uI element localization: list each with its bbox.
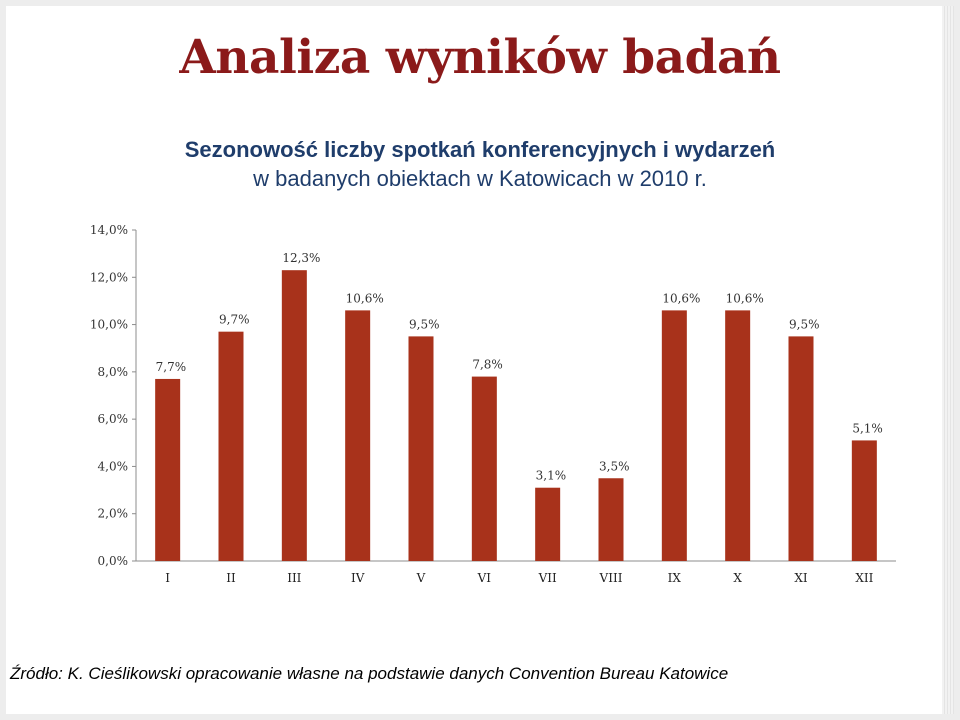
bar — [281, 270, 307, 561]
source-note: Źródło: K. Cieślikowski opracowanie włas… — [10, 664, 729, 683]
y-tick-label: 12,0% — [90, 270, 128, 284]
data-label: 12,3% — [282, 251, 320, 265]
bar — [535, 487, 561, 561]
y-tick-label: 8,0% — [98, 365, 129, 379]
bar — [661, 310, 687, 561]
x-tick-label: VI — [477, 571, 492, 585]
x-tick-label: III — [287, 571, 301, 585]
chart-title-line1: Sezonowość liczby spotkań konferencyjnyc… — [184, 137, 776, 162]
x-tick-label: VIII — [599, 571, 623, 585]
bar — [788, 336, 814, 561]
bar — [345, 310, 371, 561]
data-label: 9,5% — [789, 317, 820, 331]
y-tick-label: 10,0% — [90, 318, 128, 332]
bar — [598, 478, 624, 561]
chart-title-line2: w badanych obiektach w Katowicach w 2010… — [253, 166, 707, 191]
bar — [155, 378, 181, 561]
data-label: 3,1% — [536, 469, 567, 483]
x-tick-label: II — [226, 571, 236, 585]
bar — [408, 336, 434, 561]
slide: Analiza wyników badań Sezonowość liczby … — [6, 6, 954, 714]
bar — [851, 440, 877, 561]
x-tick-label: XII — [855, 571, 873, 585]
y-tick-label: 2,0% — [98, 507, 129, 521]
bar — [471, 376, 497, 561]
data-label: 7,7% — [156, 360, 187, 374]
data-label: 10,6% — [346, 291, 384, 305]
y-tick-label: 0,0% — [98, 554, 129, 568]
x-tick-label: IV — [351, 571, 365, 585]
x-tick-label: VII — [538, 571, 557, 585]
data-label: 10,6% — [662, 291, 700, 305]
data-label: 10,6% — [726, 291, 764, 305]
bar-chart: 0,0% 2,0% 4,0% 6,0% 8,0% 10,0% 12,0% 14,0% I 7,7%… — [90, 223, 896, 585]
data-label: 9,5% — [409, 317, 440, 331]
x-tick-label: XI — [794, 571, 808, 585]
x-tick-label: IX — [668, 571, 682, 585]
x-tick-label: I — [165, 571, 170, 585]
decorative-rail — [942, 6, 954, 714]
data-label: 9,7% — [219, 313, 250, 327]
data-label: 5,1% — [852, 421, 883, 435]
x-tick-label: V — [416, 571, 426, 585]
y-tick-label: 14,0% — [90, 223, 128, 237]
y-tick-label: 6,0% — [98, 412, 129, 426]
bar — [218, 331, 244, 561]
y-tick-label: 4,0% — [98, 459, 129, 473]
data-label: 3,5% — [599, 459, 630, 473]
x-tick-label: X — [733, 571, 742, 585]
page-title: Analiza wyników badań — [179, 30, 781, 85]
data-label: 7,8% — [472, 358, 503, 372]
bar — [725, 310, 751, 561]
